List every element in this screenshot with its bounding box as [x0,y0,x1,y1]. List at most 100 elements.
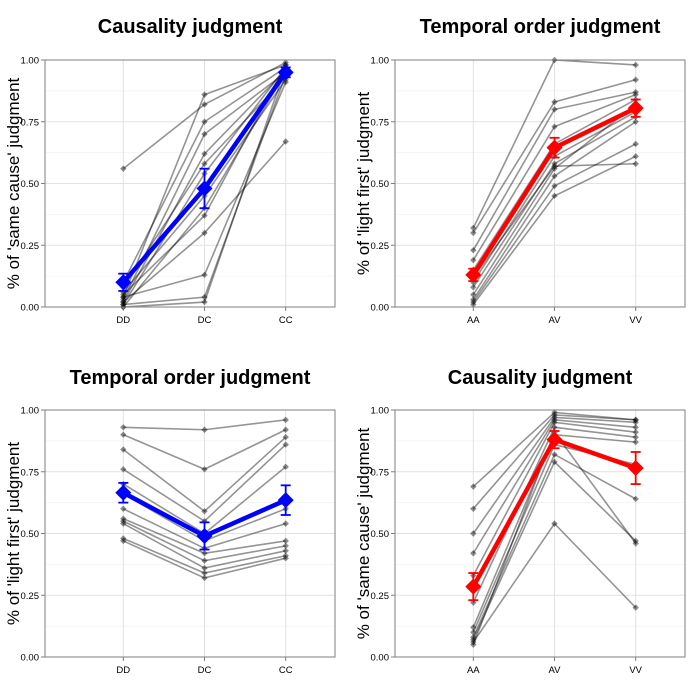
subject-point [120,537,127,545]
subject-point [201,569,208,577]
y-tick-label: 0.25 [371,241,390,252]
subject-point [632,88,639,96]
subject-line [123,419,286,431]
subject-line [122,429,287,471]
mean-point [277,64,294,81]
y-axis-label: % of 'same cause' judgment [354,427,373,639]
panel-title: Causality judgment [98,16,283,38]
subject-point [282,79,289,86]
subject-point [201,212,208,219]
subject-line [472,121,637,301]
subject-line [472,419,636,554]
mean-series-group [115,64,294,292]
subject-point [201,517,208,525]
subject-point [632,61,639,69]
subject-point [201,298,208,306]
x-tick-label: AV [549,665,562,676]
mean-series-group [115,481,294,551]
subject-point [282,537,289,545]
y-tick-label: 0.75 [371,467,390,478]
x-tick-label: DD [116,665,130,676]
subject-line [472,91,636,251]
y-tick-label: 0.00 [371,653,390,664]
subject-point [551,165,558,172]
subject-point [551,123,558,130]
subject-line [122,540,286,579]
subject-line [122,443,287,523]
mean-point [196,527,213,544]
subject-line [122,61,287,170]
subject-point [551,182,558,190]
subject-point [201,466,208,473]
subject-line [122,71,287,300]
subject-line [472,453,637,638]
subject-point [551,414,558,421]
subject-line [472,116,637,288]
subject-point [201,118,208,125]
x-tick-label: VV [629,665,642,676]
subject-point [120,301,127,308]
subject-point [632,140,639,148]
y-axis-label: % of 'same cause' judgment [4,77,23,289]
subject-point [632,424,639,431]
x-tick-label: DC [198,665,212,676]
y-axis-label: % of 'light first' judgment [354,92,373,275]
subject-point [632,419,639,426]
subject-point [120,424,127,431]
subject-point [470,229,477,237]
subject-point [120,466,127,473]
subject-point [120,165,127,172]
subject-point [551,451,558,458]
subject-point [551,416,558,424]
subject-point [120,296,127,303]
grid [45,409,335,658]
subject-line [123,81,287,298]
subject-point [201,91,208,98]
subject-line [122,520,286,562]
subject-point [282,463,289,471]
subject-point [551,419,558,426]
subject-point [470,629,477,636]
subject-line [472,416,636,534]
panel-causality-judgment-aa-av-vv: Causality judgment % of 'same cause' jud… [354,367,686,676]
subject-point [632,540,639,547]
subject-point [632,433,639,441]
subject-point [551,98,558,106]
subject-point [470,256,477,264]
subject-line [472,426,636,603]
subject-point [632,76,639,83]
x-tick-label: DC [198,315,212,326]
subject-point [470,301,477,308]
subject-point [120,301,127,308]
panel-temporal-order-judgment-aa-av-vv: Temporal order judgment % of 'light firs… [354,16,686,326]
subject-point [470,530,477,537]
grid [395,59,685,308]
subject-point [551,409,558,416]
subject-point [551,192,558,200]
subject-point [120,293,127,301]
subject-line [122,66,287,283]
panel-title: Temporal order judgment [420,16,661,38]
subject-point [201,229,208,237]
mean-point [465,266,482,283]
subject-line [122,436,287,513]
subject-point [551,172,558,180]
subject-point [201,271,208,279]
subject-point [201,150,208,158]
subject-point [201,101,208,108]
subject-point [201,564,208,572]
subject-point [120,431,127,438]
subject-point [201,426,208,433]
subject-point [282,426,289,433]
subject-point [282,547,289,554]
subject-point [201,557,208,564]
mean-point [277,492,294,509]
subject-line [472,78,636,234]
subject-point [470,296,477,303]
subject-point [470,641,477,648]
mean-point [115,274,132,291]
subject-point [551,424,558,431]
subject-point [282,520,289,527]
subject-line [122,522,286,569]
y-tick-label: 0.25 [21,241,40,252]
